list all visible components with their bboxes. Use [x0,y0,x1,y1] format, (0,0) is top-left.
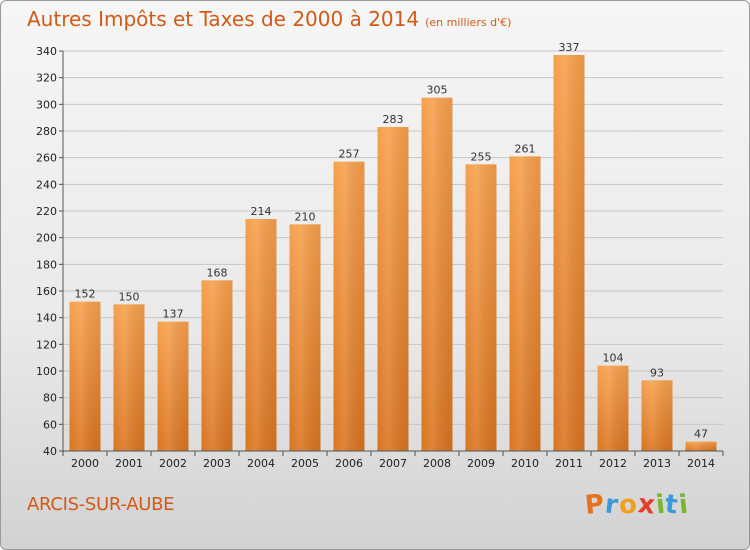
commune-name: ARCIS-SUR-AUBE [27,494,175,515]
y-tick-label: 180 [36,258,57,271]
x-tick-label: 2009 [467,457,495,470]
x-tick-label: 2008 [423,457,451,470]
y-tick-label: 140 [36,312,57,325]
y-tick-label: 220 [36,205,57,218]
bar-shine [245,219,277,451]
y-tick-label: 160 [36,285,57,298]
y-tick-label: 300 [36,98,57,111]
y-tick-label: 280 [36,125,57,138]
logo-letter: i [677,489,691,521]
y-tick-label: 320 [36,72,57,85]
value-label: 255 [471,150,492,163]
x-tick-label: 2005 [291,457,319,470]
value-label: 47 [694,428,708,441]
bar-shine [157,321,189,451]
bar-shine [113,304,145,451]
value-label: 214 [251,205,272,218]
bar-shine [289,224,321,451]
value-label: 257 [339,148,360,161]
y-tick-label: 40 [43,445,57,458]
x-tick-label: 2013 [643,457,671,470]
x-tick-label: 2007 [379,457,407,470]
y-tick-label: 100 [36,365,57,378]
bar-shine [377,127,409,451]
value-label: 210 [295,210,316,223]
value-label: 261 [515,142,536,155]
bar-shine [201,280,233,451]
x-tick-label: 2000 [71,457,99,470]
value-label: 168 [207,266,228,279]
proxiti-logo[interactable]: Proxiti [583,489,691,521]
value-label: 93 [650,366,664,379]
bar-shine [69,301,101,451]
bar-shine [333,161,365,451]
x-tick-label: 2003 [203,457,231,470]
value-label: 152 [75,288,96,301]
y-axis: 40 60 80 100 120 140 160 180 200 220 240 260 280 300 3… [36,45,64,458]
y-tick-label: 240 [36,178,57,191]
value-label: 305 [427,84,448,97]
y-tick-label: 120 [36,338,57,351]
bars: 152 150 137 168 214 210 257 283 305 255 261 337 104 9… [69,41,717,452]
y-tick-label: 340 [36,45,57,58]
bar-shine [597,365,629,451]
x-tick-label: 2011 [555,457,583,470]
bar-shine [641,380,673,451]
x-axis: 2000 2001 2002 2003 2004 2005 2006 2007 2008 2009… [62,450,724,470]
chart-title-main: Autres Impôts et Taxes de 2000 à 2014 [27,7,420,31]
chart-title: Autres Impôts et Taxes de 2000 à 2014 (en… [27,7,511,31]
x-tick-label: 2010 [511,457,539,470]
x-tick-label: 2004 [247,457,275,470]
bar-shine [509,156,541,452]
x-tick-label: 2001 [115,457,143,470]
y-tick-label: 80 [43,392,57,405]
x-tick-label: 2014 [687,457,715,470]
value-label: 337 [559,41,580,54]
chart-title-unit: (en milliers d'€) [425,16,512,29]
y-tick-label: 200 [36,232,57,245]
value-label: 104 [603,352,624,365]
x-tick-label: 2002 [159,457,187,470]
value-label: 283 [383,113,404,126]
bar-shine [465,164,497,452]
x-tick-label: 2006 [335,457,363,470]
bar-shine [421,97,453,452]
bar-shine [685,441,717,451]
value-label: 150 [119,290,140,303]
y-tick-label: 60 [43,418,57,431]
value-label: 137 [163,308,184,321]
y-tick-label: 260 [36,152,57,165]
x-tick-label: 2012 [599,457,627,470]
bar-shine [553,55,585,451]
